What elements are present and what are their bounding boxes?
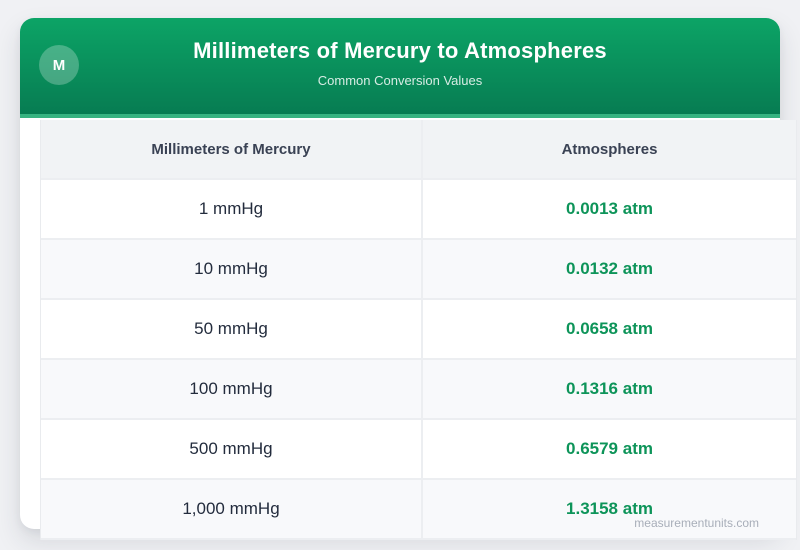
table-row: 500 mmHg 0.6579 atm <box>41 420 796 480</box>
table-row: 10 mmHg 0.0132 atm <box>41 240 796 300</box>
watermark: measurementunits.com <box>634 516 759 530</box>
table-row: 1 mmHg 0.0013 atm <box>41 180 796 240</box>
page-subtitle: Common Conversion Values <box>317 73 483 88</box>
brand-badge-letter: M <box>52 56 66 74</box>
atm-cell: 0.0132 atm <box>421 240 796 298</box>
brand-badge: M <box>39 45 79 85</box>
column-header-atm: Atmospheres <box>421 120 796 178</box>
atm-cell: 0.0013 atm <box>421 180 796 238</box>
mmhg-cell: 50 mmHg <box>194 319 268 338</box>
table-body: 1 mmHg 0.0013 atm 10 mmHg 0.0132 atm 50 … <box>41 180 796 540</box>
atm-cell: 0.6579 atm <box>421 420 796 478</box>
table-row: 50 mmHg 0.0658 atm <box>41 300 796 360</box>
mmhg-cell: 10 mmHg <box>194 259 268 278</box>
mmhg-cell: 100 mmHg <box>189 379 273 398</box>
column-header-mmhg: Millimeters of Mercury <box>151 140 311 158</box>
table-row: 1,000 mmHg 1.3158 atm <box>41 480 796 540</box>
table-header-row: Millimeters of Mercury Atmospheres <box>41 120 796 180</box>
page-title: Millimeters of Mercury to Atmospheres <box>193 38 607 63</box>
mmhg-cell: 1 mmHg <box>198 199 264 218</box>
mmhg-cell: 1,000 mmHg <box>182 499 280 518</box>
atm-cell: 1.3158 atm <box>421 480 796 538</box>
conversion-table: Millimeters of Mercury Atmospheres 1 mmH… <box>40 120 797 540</box>
card-header: M Millimeters of Mercury to Atmospheres … <box>20 18 780 118</box>
mmhg-cell: 500 mmHg <box>189 439 273 458</box>
table-row: 100 mmHg 0.1316 atm <box>41 360 796 420</box>
atm-cell: 0.0658 atm <box>421 300 796 358</box>
atm-cell: 0.1316 atm <box>421 360 796 418</box>
